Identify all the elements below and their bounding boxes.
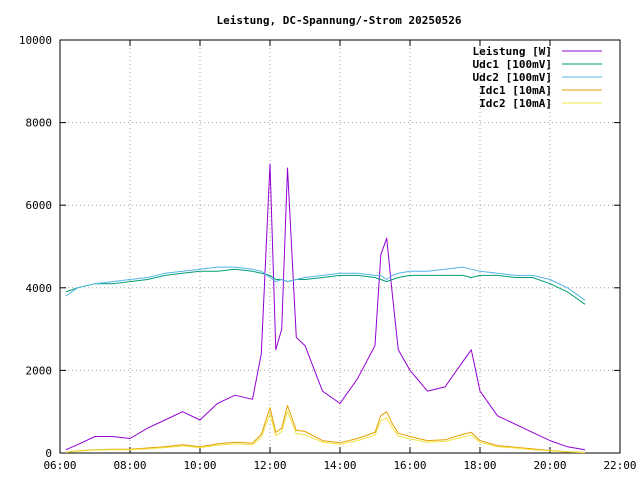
x-tick-label: 06:00 (43, 459, 76, 472)
series-line-leistung-w (65, 163, 586, 451)
x-tick-label: 18:00 (463, 459, 496, 472)
x-tick-label: 16:00 (393, 459, 426, 472)
y-tick-label: 10000 (19, 34, 52, 47)
grid-lines (60, 40, 620, 453)
x-tick-label: 12:00 (253, 459, 286, 472)
x-tick-label: 22:00 (603, 459, 636, 472)
x-axis-ticks: 06:00 08:00 10:00 12:00 14:00 16:00 18:00 20:00… (43, 40, 637, 472)
legend-label: Idc2 [10mA] (479, 97, 552, 110)
y-axis-ticks: 0 2000 4000 6000 8000 10000 (19, 34, 620, 460)
legend-label: Udc1 [100mV] (473, 58, 552, 71)
series-line-idc1-10ma (65, 405, 586, 453)
y-tick-label: 2000 (26, 364, 53, 377)
x-tick-label: 10:00 (183, 459, 216, 472)
legend-label: Udc2 [100mV] (473, 71, 552, 84)
chart-title: Leistung, DC-Spannung/-Strom 20250526 (216, 14, 461, 27)
x-tick-label: 20:00 (533, 459, 566, 472)
x-tick-label: 08:00 (113, 459, 146, 472)
y-tick-label: 0 (45, 447, 52, 460)
legend-label: Idc1 [10mA] (479, 84, 552, 97)
y-tick-label: 4000 (26, 282, 53, 295)
legend-label: Leistung [W] (473, 45, 552, 58)
legend: Leistung [W]Udc1 [100mV]Udc2 [100mV]Idc1… (473, 45, 602, 110)
y-tick-label: 6000 (26, 199, 53, 212)
x-tick-label: 14:00 (323, 459, 356, 472)
y-tick-label: 8000 (26, 117, 53, 130)
series-line-idc2-10ma (65, 411, 586, 454)
series-lines (65, 163, 586, 454)
series-line-udc2-100mv (65, 266, 586, 301)
series-line-udc1-100mv (65, 268, 586, 305)
